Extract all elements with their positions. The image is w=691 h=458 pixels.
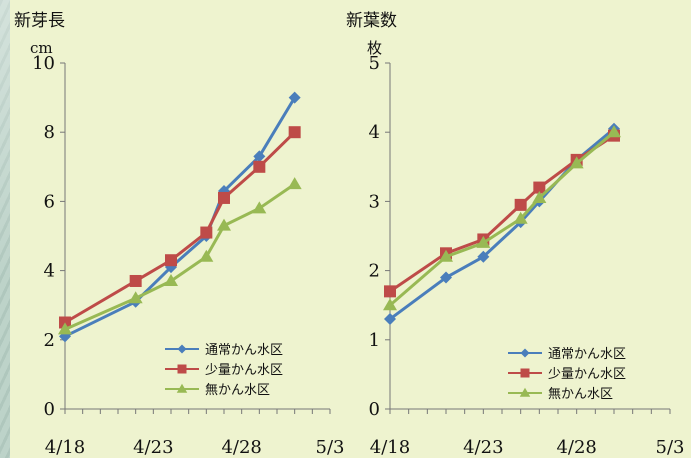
data-point (200, 226, 213, 239)
x-tick-label: 5/3 (316, 437, 345, 458)
data-point (440, 271, 452, 284)
data-point (217, 218, 231, 231)
y-tick-label: 6 (44, 191, 55, 212)
y-tick-label: 8 (44, 122, 55, 143)
y-axis-label: 新葉数 (346, 11, 397, 31)
x-tick-label: 5/3 (656, 437, 685, 458)
x-tick-label: 4/18 (370, 437, 410, 458)
y-tick-label: 2 (44, 330, 55, 351)
legend-marker (519, 387, 531, 397)
data-point (384, 285, 396, 298)
legend-label: 少量かん水区 (548, 367, 626, 382)
data-point (477, 250, 490, 263)
y-tick-label: 0 (44, 399, 55, 420)
y-axis-unit: 枚 (367, 39, 382, 57)
data-point (199, 249, 214, 262)
legend-label: 無かん水区 (548, 387, 613, 402)
data-point (288, 126, 301, 139)
legend-marker (177, 364, 187, 374)
data-point (165, 254, 177, 267)
legend-label: 通常かん水区 (548, 347, 626, 362)
data-point (287, 177, 302, 190)
data-point (288, 91, 301, 104)
legend-label: 少量かん水区 (205, 363, 283, 378)
y-tick-label: 4 (369, 122, 380, 143)
x-tick-label: 4/18 (45, 437, 85, 458)
legend-label: 通常かん水区 (205, 343, 283, 358)
data-point (569, 156, 584, 169)
x-tick-label: 4/28 (221, 437, 261, 458)
y-axis-label: 新芽長 (14, 11, 65, 31)
x-tick-label: 4/23 (463, 437, 503, 458)
data-point (513, 211, 528, 224)
chart-panel (10, 0, 691, 458)
y-tick-label: 3 (369, 191, 380, 212)
series-3 (383, 125, 621, 311)
data-point (514, 198, 527, 211)
data-point (129, 274, 142, 287)
legend-marker (177, 344, 187, 354)
data-point (533, 181, 546, 194)
y-tick-label: 1 (369, 330, 380, 351)
y-tick-label: 0 (369, 399, 380, 420)
x-tick-label: 4/23 (133, 437, 173, 458)
y-tick-label: 5 (369, 53, 380, 74)
data-point (128, 291, 143, 304)
data-point (383, 298, 397, 311)
data-point (532, 190, 547, 203)
data-point (253, 160, 266, 173)
series-3 (58, 177, 302, 335)
y-axis-unit: cm (30, 39, 53, 57)
chart-1: 新芽長 cm 0 2 4 6 8 10 4/18 4/23 4/28 5/3 通常かん水区少量かん水区無… (14, 11, 344, 458)
y-tick-label: 4 (44, 261, 55, 282)
legend-label: 無かん水区 (205, 383, 270, 398)
legend-marker (176, 383, 188, 393)
series-2 (59, 126, 301, 329)
y-tick-label: 10 (32, 53, 55, 74)
data-point (58, 322, 72, 335)
data-point (253, 150, 266, 163)
data-point (164, 273, 178, 286)
data-point (384, 313, 396, 326)
data-point (218, 191, 230, 204)
data-point (607, 125, 621, 138)
legend-marker (520, 368, 530, 378)
y-tick-label: 2 (369, 261, 380, 282)
legend-marker (520, 348, 530, 358)
data-point (252, 201, 267, 214)
data-point (476, 235, 491, 248)
x-tick-label: 4/28 (556, 437, 596, 458)
data-point (439, 249, 453, 262)
